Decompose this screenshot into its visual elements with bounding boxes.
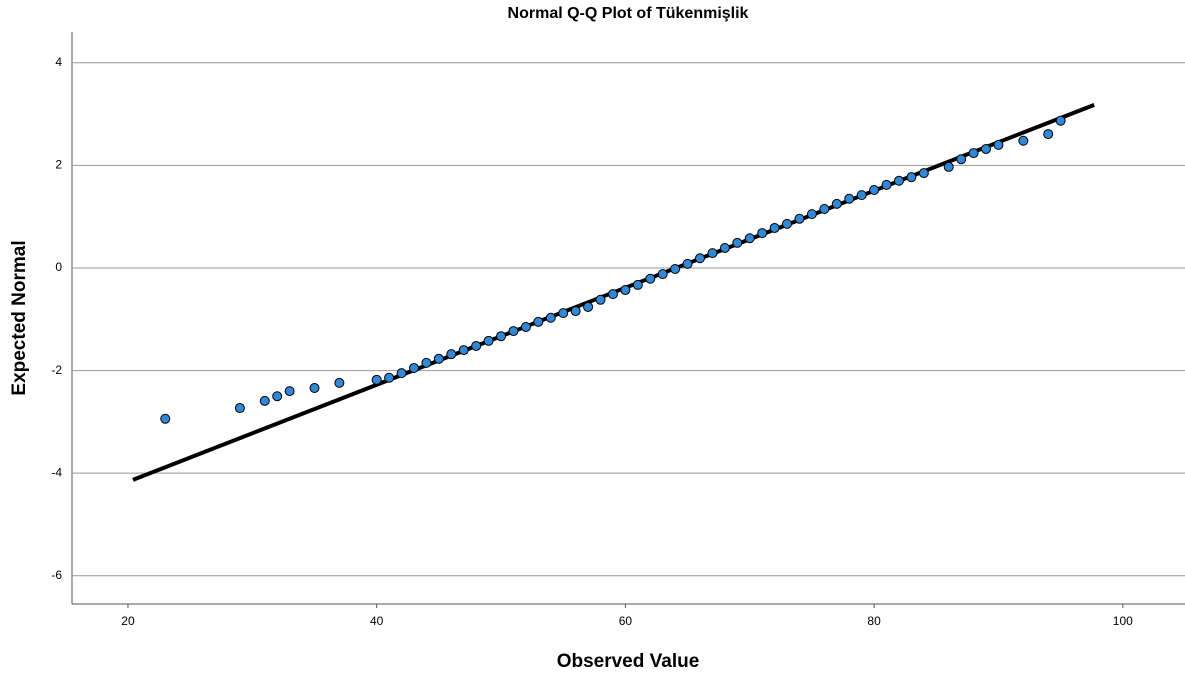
y-tick-label: 4 <box>55 55 62 69</box>
point <box>620 285 631 296</box>
point <box>545 312 556 323</box>
point <box>744 233 755 244</box>
point <box>334 377 345 388</box>
point <box>483 335 494 346</box>
point <box>682 258 693 269</box>
point <box>831 198 842 209</box>
point <box>384 372 395 383</box>
y-tick-label: 2 <box>55 158 62 172</box>
point <box>496 331 507 342</box>
x-tick-label: 40 <box>370 614 384 628</box>
point <box>806 209 817 220</box>
y-tick-label: -6 <box>51 568 62 582</box>
point <box>869 185 880 196</box>
point <box>981 143 992 154</box>
y-tick-label: 0 <box>55 260 62 274</box>
point <box>446 349 457 360</box>
point <box>371 374 382 385</box>
y-tick-label: -2 <box>51 363 62 377</box>
point <box>508 326 519 337</box>
point <box>819 203 830 214</box>
x-tick-label: 80 <box>867 614 881 628</box>
point <box>408 363 419 374</box>
point <box>757 228 768 239</box>
point <box>695 253 706 264</box>
point <box>906 172 917 183</box>
point <box>558 308 569 319</box>
point <box>284 386 295 397</box>
point <box>769 222 780 233</box>
point <box>782 218 793 229</box>
point <box>309 383 320 394</box>
point <box>570 306 581 317</box>
point <box>893 175 904 186</box>
point <box>645 273 656 284</box>
x-tick-label: 20 <box>121 614 135 628</box>
point <box>707 248 718 259</box>
point <box>1055 115 1066 126</box>
point <box>160 413 171 424</box>
point <box>272 391 283 402</box>
point <box>259 395 270 406</box>
point <box>794 213 805 224</box>
point <box>918 168 929 179</box>
point <box>956 154 967 165</box>
point <box>1043 129 1054 140</box>
point <box>732 237 743 248</box>
point <box>632 279 643 290</box>
point <box>520 321 531 332</box>
y-axis-title: Expected Normal <box>9 240 30 395</box>
point <box>844 193 855 204</box>
point <box>458 345 469 356</box>
point <box>943 161 954 172</box>
point <box>670 264 681 275</box>
x-tick-label: 60 <box>619 614 633 628</box>
x-tick-label: 100 <box>1113 614 1133 628</box>
point <box>533 316 544 327</box>
point <box>856 190 867 201</box>
point <box>1018 135 1029 146</box>
y-tick-label: -4 <box>51 465 62 479</box>
point <box>607 289 618 300</box>
chart-title: Normal Q-Q Plot of Tükenmişlik <box>508 5 749 22</box>
point <box>719 242 730 253</box>
x-axis-title: Observed Value <box>557 651 700 672</box>
point <box>968 148 979 159</box>
point <box>421 357 432 368</box>
point <box>595 294 606 305</box>
point <box>993 139 1004 150</box>
point <box>234 403 245 414</box>
point <box>396 368 407 379</box>
point <box>881 179 892 190</box>
point <box>657 269 668 280</box>
point <box>583 301 594 312</box>
point <box>433 353 444 364</box>
point <box>471 340 482 351</box>
